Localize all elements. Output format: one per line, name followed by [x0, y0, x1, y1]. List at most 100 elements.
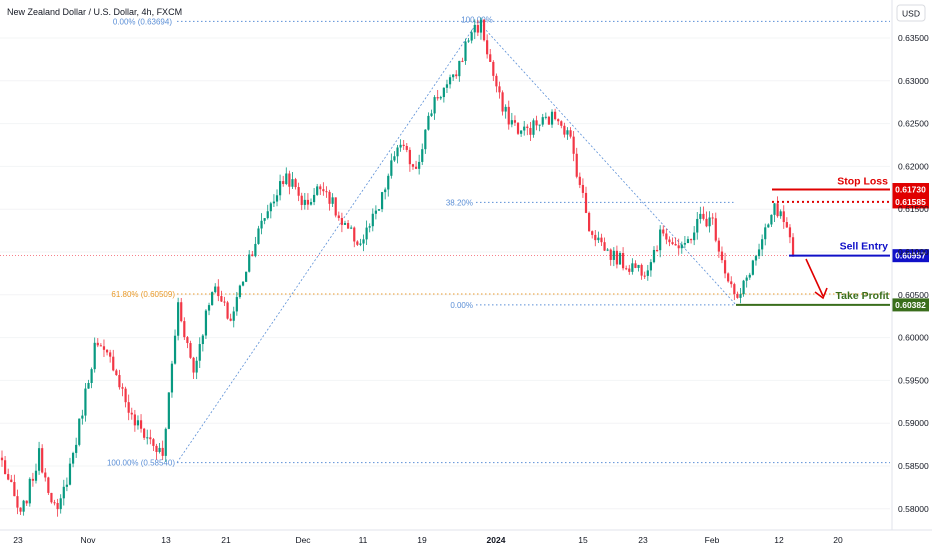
- candle-body: [720, 251, 724, 261]
- candle-body: [334, 197, 337, 216]
- candle-body: [433, 97, 436, 114]
- currency-button[interactable]: USD: [896, 4, 926, 22]
- x-tick-label: 12: [774, 535, 784, 545]
- y-tick-label: 0.58000: [898, 504, 929, 514]
- candle-body: [124, 388, 127, 403]
- candle-body: [312, 194, 316, 203]
- candle-body: [288, 173, 291, 187]
- candle-body: [56, 502, 59, 510]
- candle-body: [183, 321, 186, 338]
- y-tick-label: 0.59500: [898, 375, 929, 385]
- candle-body: [510, 120, 513, 125]
- candle-body: [730, 281, 733, 285]
- candle-body: [331, 197, 334, 204]
- candle-body: [594, 234, 597, 241]
- candle-body: [71, 452, 75, 464]
- candle-body: [714, 218, 717, 241]
- y-tick-label: 0.63000: [898, 76, 929, 86]
- candle-body: [139, 420, 143, 429]
- candle-body: [192, 357, 195, 373]
- candle-body: [544, 116, 547, 118]
- stop-loss-label: Stop Loss: [837, 176, 888, 188]
- candle-body: [180, 302, 183, 322]
- candle-body: [136, 420, 140, 426]
- candle-body: [93, 342, 96, 370]
- candle-body: [257, 228, 260, 244]
- candle-body: [612, 250, 615, 260]
- candle-body: [152, 439, 155, 446]
- candle-body: [13, 482, 16, 497]
- candle-body: [643, 275, 646, 277]
- x-tick-label: 2024: [487, 535, 506, 545]
- candle-body: [96, 342, 99, 346]
- candle-body: [343, 223, 347, 225]
- candle-body: [467, 40, 470, 42]
- candle-body: [442, 87, 445, 98]
- x-tick-label: 23: [638, 535, 648, 545]
- candle-body: [606, 249, 609, 251]
- candle-body: [569, 130, 572, 137]
- candle-body: [470, 32, 473, 41]
- candle-body: [186, 337, 189, 344]
- candle-body: [492, 61, 495, 76]
- candle-body: [424, 129, 427, 150]
- candle-body: [62, 486, 65, 499]
- candle-body: [727, 273, 730, 282]
- candle-body: [739, 294, 742, 298]
- candle-body: [238, 285, 242, 298]
- candle-body: [266, 211, 269, 219]
- candle-body: [736, 293, 739, 298]
- candle-body: [482, 19, 486, 41]
- x-tick-label: 11: [359, 535, 368, 545]
- sell-entry-tag-label: 0.60957: [895, 251, 926, 261]
- candle-body: [689, 239, 693, 241]
- candle-body: [337, 215, 340, 219]
- candle-body: [782, 211, 785, 223]
- candle-body: [112, 356, 115, 371]
- projection-arrow: [805, 258, 824, 297]
- candle-body: [452, 74, 455, 78]
- candle-body: [149, 437, 152, 440]
- candle-body: [28, 478, 31, 504]
- candle-body: [90, 369, 93, 383]
- candle-body: [757, 249, 761, 257]
- candle-body: [529, 127, 532, 135]
- candle-body: [260, 220, 263, 229]
- candle-body: [455, 74, 458, 77]
- candle-body: [115, 370, 118, 376]
- candle-body: [146, 437, 149, 439]
- candle-body: [566, 130, 569, 135]
- candle-body: [204, 310, 208, 336]
- candle-body: [359, 243, 362, 245]
- candle-body: [696, 218, 699, 233]
- candle-body: [674, 244, 677, 246]
- candle-body: [439, 97, 442, 99]
- candle-body: [495, 75, 498, 87]
- candle-body: [214, 286, 217, 293]
- take-profit-label: Take Profit: [836, 290, 890, 302]
- candle-body: [340, 218, 343, 225]
- candle-body: [297, 187, 300, 196]
- candle-body: [686, 239, 690, 244]
- candle-body: [597, 237, 600, 241]
- candle-body: [380, 192, 384, 210]
- candle-body: [693, 232, 696, 241]
- candle-body: [671, 242, 674, 245]
- candle-body: [3, 460, 7, 475]
- candle-body: [161, 447, 164, 456]
- candle-body: [353, 227, 356, 242]
- candle-body: [44, 472, 47, 478]
- candle-body: [516, 122, 520, 134]
- candle-body: [75, 444, 78, 453]
- candle-body: [581, 184, 585, 193]
- candle-body: [711, 217, 714, 219]
- candle-body: [489, 54, 492, 62]
- take-profit-tag: [892, 298, 929, 312]
- candle-body: [520, 130, 523, 134]
- candle-body: [628, 268, 631, 272]
- x-tick-label: 21: [221, 535, 231, 545]
- candle-body: [399, 144, 402, 148]
- candle-body: [328, 191, 331, 204]
